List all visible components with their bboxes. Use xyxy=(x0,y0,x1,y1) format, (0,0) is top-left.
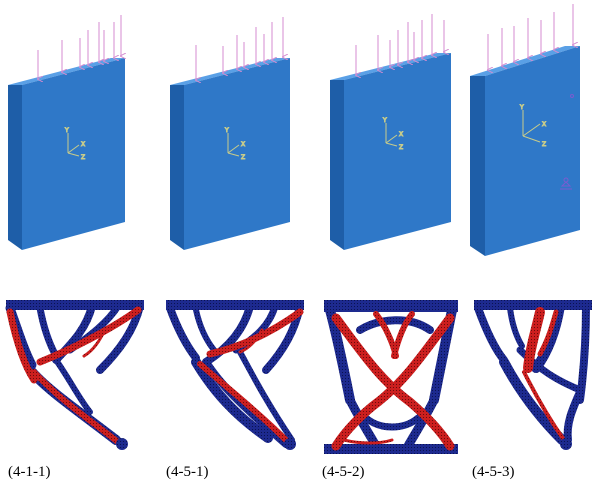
axis-x-label: X xyxy=(542,121,546,128)
axis-y-label: Y xyxy=(224,127,229,134)
plate-side-face xyxy=(170,85,184,250)
load-arrows xyxy=(356,14,444,75)
solid-members xyxy=(522,307,566,442)
top-flange xyxy=(474,300,592,310)
topology-result-3 xyxy=(324,300,458,454)
case-label-1: (4-1-1) xyxy=(8,464,50,480)
case-label-4: (4-5-3) xyxy=(472,464,514,480)
axis-z-label: Z xyxy=(399,144,403,151)
support-node xyxy=(116,438,128,450)
axis-y-label: Y xyxy=(64,127,69,134)
axis-y-label: Y xyxy=(382,117,387,124)
plate-side-face xyxy=(470,76,485,256)
solid-members xyxy=(331,311,455,451)
axis-triad: Y X Z xyxy=(64,127,86,162)
plate-front-face xyxy=(184,58,290,250)
axis-z-label: Z xyxy=(542,141,546,148)
axis-y-label: Y xyxy=(519,104,524,111)
top-flange xyxy=(6,300,144,310)
load-arrows xyxy=(488,4,573,70)
axis-triad: Y X Z xyxy=(224,127,246,162)
topology-result-4 xyxy=(474,300,592,450)
plate-model-2: Y X Z xyxy=(170,17,290,250)
topology-result-2 xyxy=(166,300,304,450)
axis-triad: Y X Z xyxy=(382,117,404,152)
plate-side-face xyxy=(330,80,344,250)
topology-result-1 xyxy=(5,300,144,450)
load-arrows xyxy=(196,17,283,80)
axis-triad: Y X Z xyxy=(519,104,547,149)
plate-front-face xyxy=(485,46,580,256)
plate-model-1: Y X Z xyxy=(8,15,125,250)
axis-x-label: X xyxy=(81,141,85,148)
top-flange xyxy=(324,300,458,312)
solid-members xyxy=(6,306,142,445)
boundary-condition-marker xyxy=(560,94,574,190)
axis-z-label: Z xyxy=(81,154,85,161)
axis-x-label: X xyxy=(241,141,245,148)
plate-top-face xyxy=(470,46,580,76)
top-flange xyxy=(166,300,304,310)
case-label-2: (4-5-1) xyxy=(166,464,208,480)
support-node xyxy=(560,438,572,450)
solid-members xyxy=(197,308,304,445)
axis-x-label: X xyxy=(399,131,403,138)
plate-model-4: Y X Z xyxy=(470,4,580,256)
load-arrows xyxy=(38,15,121,79)
plate-model-3: Y X Z xyxy=(330,14,451,250)
axis-z-label: Z xyxy=(241,154,245,161)
plate-side-face xyxy=(8,85,22,250)
bottom-flange xyxy=(324,444,458,454)
support-node xyxy=(284,438,296,450)
boundary-members xyxy=(474,301,590,445)
case-label-3: (4-5-2) xyxy=(322,464,364,480)
plate-front-face xyxy=(344,53,451,250)
